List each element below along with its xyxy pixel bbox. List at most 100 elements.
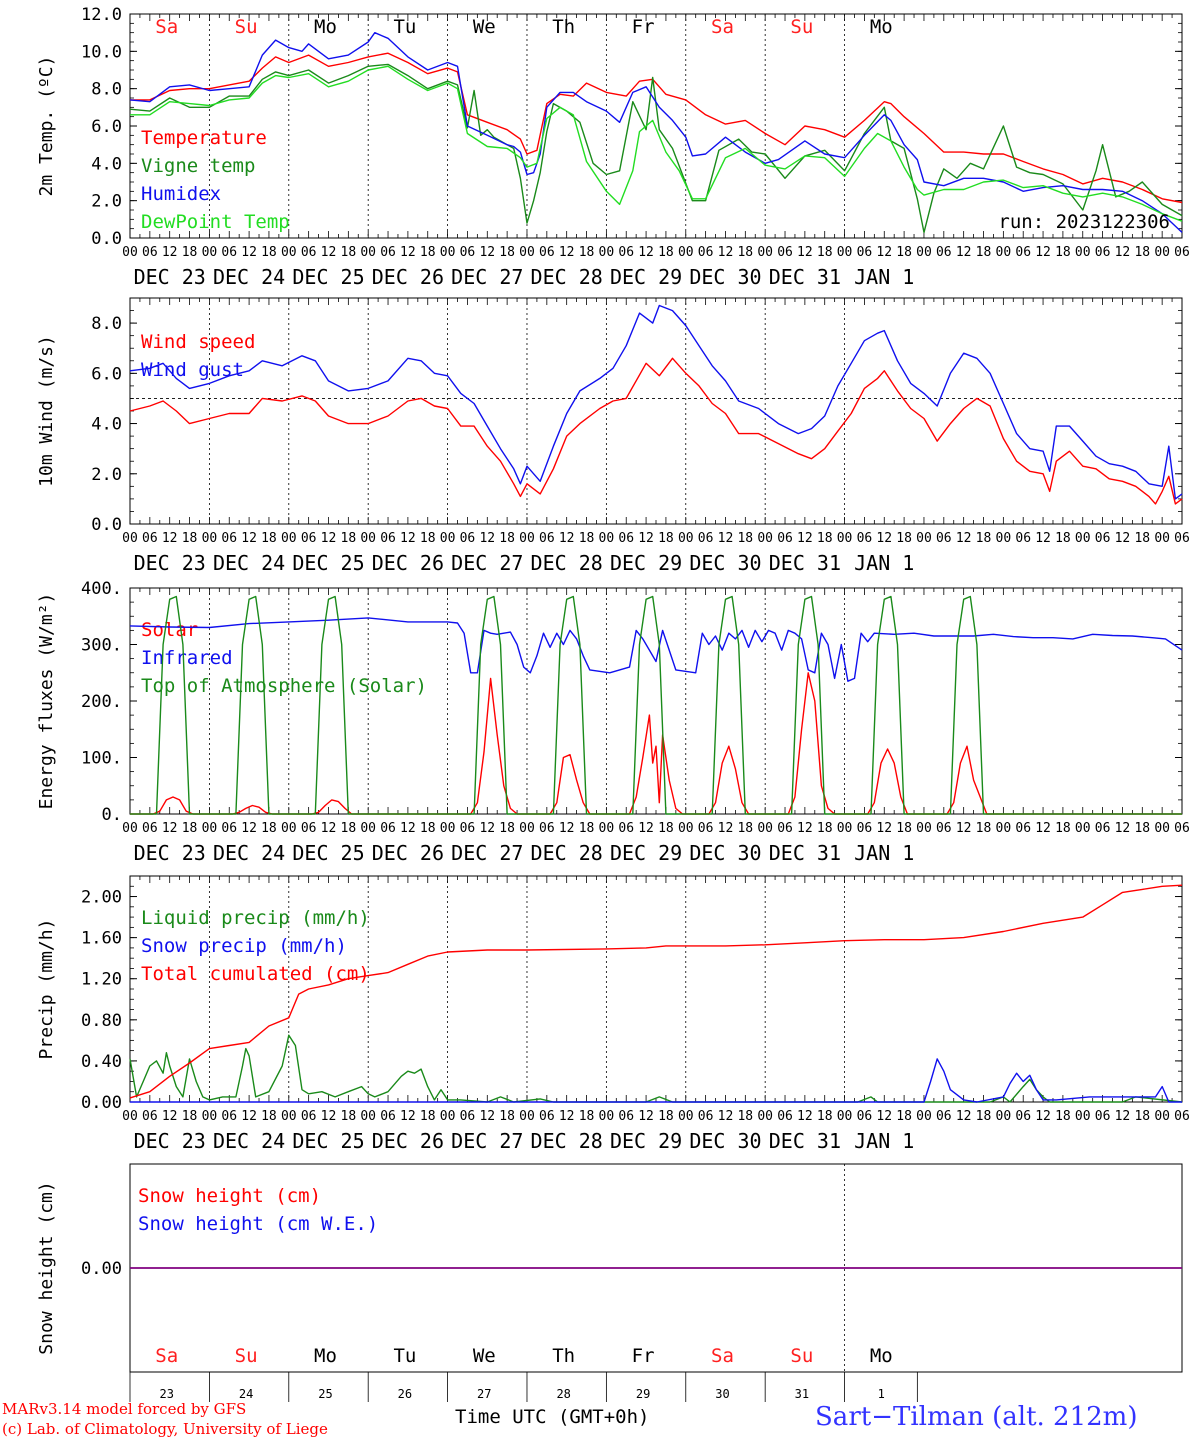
hour-tick-label: 12 — [241, 821, 257, 836]
hour-tick-label: 18 — [1134, 821, 1150, 836]
hour-tick-label: 00 — [202, 1109, 218, 1124]
hour-tick-label: 18 — [499, 531, 515, 546]
hour-tick-label: 18 — [896, 245, 912, 260]
hour-tick-label: 18 — [420, 1109, 436, 1124]
hour-tick-label: 00 — [519, 821, 535, 836]
date-label: JAN 1 — [854, 265, 914, 289]
hour-tick-label: 18 — [817, 1109, 833, 1124]
hour-tick-label: 06 — [618, 1109, 634, 1124]
hour-tick-label: 18 — [499, 821, 515, 836]
hour-tick-label: 06 — [380, 245, 396, 260]
y-tick-label: 8.0 — [91, 314, 122, 334]
series-line-temperature — [130, 52, 1183, 204]
hour-tick-label: 12 — [479, 245, 495, 260]
date-label: DEC 24 — [213, 551, 285, 575]
hour-tick-label: 00 — [1154, 531, 1170, 546]
hour-tick-label: 00 — [360, 531, 376, 546]
hour-tick-label: 00 — [519, 531, 535, 546]
hour-tick-label: 06 — [142, 821, 158, 836]
y-tick-label: 6.0 — [91, 364, 122, 384]
hour-tick-label: 06 — [936, 245, 952, 260]
legend-entry: Snow height (cm) — [138, 1185, 321, 1207]
hour-tick-label: 18 — [1055, 245, 1071, 260]
hour-tick-label: 12 — [479, 821, 495, 836]
hour-tick-label: 12 — [638, 245, 654, 260]
hour-tick-label: 18 — [896, 1109, 912, 1124]
date-label: DEC 27 — [451, 1129, 523, 1153]
hour-tick-label: 00 — [837, 245, 853, 260]
hour-tick-label: 12 — [241, 245, 257, 260]
hour-tick-label: 12 — [718, 531, 734, 546]
y-tick-label: 2.0 — [91, 465, 122, 485]
hour-tick-label: 06 — [1015, 821, 1031, 836]
hour-tick-label: 18 — [579, 245, 595, 260]
chart-panel-3: 0. 100. 200. 300. 400. Energy fluxes (W/m²) So… — [36, 579, 1190, 865]
date-label: DEC 29 — [610, 551, 682, 575]
hour-tick-label: 06 — [460, 821, 476, 836]
date-label: DEC 25 — [292, 841, 364, 865]
legend-entry: Solar — [141, 619, 198, 641]
hour-tick-label: 00 — [122, 245, 138, 260]
legend-entry: Snow precip (mm/h) — [141, 935, 347, 957]
series-line-snow-precip-mm-h — [130, 1058, 1182, 1103]
day-number-label: 23 — [159, 1387, 173, 1401]
series-line-total-cumulated-cm — [129, 884, 1183, 1099]
date-label: DEC 31 — [769, 551, 841, 575]
series-line-liquid-precip-mm-h — [129, 1034, 1183, 1103]
hour-tick-label: 18 — [1055, 821, 1071, 836]
date-label: DEC 29 — [610, 841, 682, 865]
hour-tick-label: 00 — [360, 821, 376, 836]
y-tick-label: 1.60 — [81, 929, 122, 949]
date-label: DEC 23 — [134, 265, 206, 289]
station-name: Sart−Tilman (alt. 212m) — [815, 1402, 1138, 1432]
date-label: DEC 23 — [134, 841, 206, 865]
legend-entry: Humidex — [141, 183, 221, 205]
hour-tick-label: 12 — [718, 1109, 734, 1124]
y-tick-label: 8.0 — [91, 80, 122, 100]
hour-tick-label: 06 — [698, 245, 714, 260]
date-label: DEC 31 — [769, 265, 841, 289]
hour-tick-label: 12 — [1035, 821, 1051, 836]
hour-tick-label: 12 — [1035, 1109, 1051, 1124]
hour-tick-label: 18 — [817, 245, 833, 260]
hour-tick-label: 18 — [658, 1109, 674, 1124]
hour-tick-label: 12 — [956, 821, 972, 836]
hour-tick-label: 00 — [1154, 1109, 1170, 1124]
hour-tick-label: 18 — [1134, 245, 1150, 260]
hour-tick-label: 06 — [777, 821, 793, 836]
hour-tick-label: 00 — [916, 531, 932, 546]
hour-tick-label: 00 — [360, 1109, 376, 1124]
hour-tick-label: 18 — [737, 1109, 753, 1124]
hour-tick-label: 12 — [1115, 245, 1131, 260]
date-label: JAN 1 — [854, 841, 914, 865]
hour-tick-label: 06 — [618, 245, 634, 260]
hour-tick-label: 00 — [996, 245, 1012, 260]
legend-entry: Wind gust — [141, 359, 244, 381]
hour-tick-label: 12 — [797, 821, 813, 836]
hour-tick-label: 00 — [996, 821, 1012, 836]
hour-tick-label: 12 — [1115, 1109, 1131, 1124]
date-label: DEC 24 — [213, 1129, 285, 1153]
hour-tick-label: 18 — [976, 531, 992, 546]
date-label: DEC 30 — [689, 265, 761, 289]
legend-entry: Vigne temp — [141, 155, 255, 177]
hour-tick-label: 18 — [658, 531, 674, 546]
hour-tick-label: 06 — [777, 531, 793, 546]
hour-tick-label: 06 — [539, 245, 555, 260]
hour-tick-label: 06 — [460, 531, 476, 546]
hour-tick-label: 00 — [599, 821, 615, 836]
date-label: DEC 29 — [610, 265, 682, 289]
series-line-wind-gust — [129, 304, 1183, 500]
hour-tick-label: 06 — [301, 821, 317, 836]
hour-tick-label: 00 — [122, 1109, 138, 1124]
hour-tick-label: 00 — [678, 245, 694, 260]
date-label: DEC 25 — [292, 265, 364, 289]
hour-tick-label: 06 — [777, 245, 793, 260]
hour-tick-label: 12 — [400, 245, 416, 260]
hour-tick-label: 12 — [321, 531, 337, 546]
series-line-wind-speed — [129, 357, 1183, 505]
hour-tick-label: 00 — [757, 1109, 773, 1124]
hour-tick-label: 06 — [698, 531, 714, 546]
hour-tick-label: 18 — [182, 821, 198, 836]
day-number-label: 25 — [318, 1387, 332, 1401]
